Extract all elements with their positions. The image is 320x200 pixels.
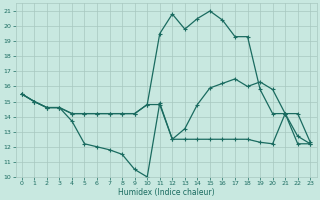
X-axis label: Humidex (Indice chaleur): Humidex (Indice chaleur): [118, 188, 214, 197]
